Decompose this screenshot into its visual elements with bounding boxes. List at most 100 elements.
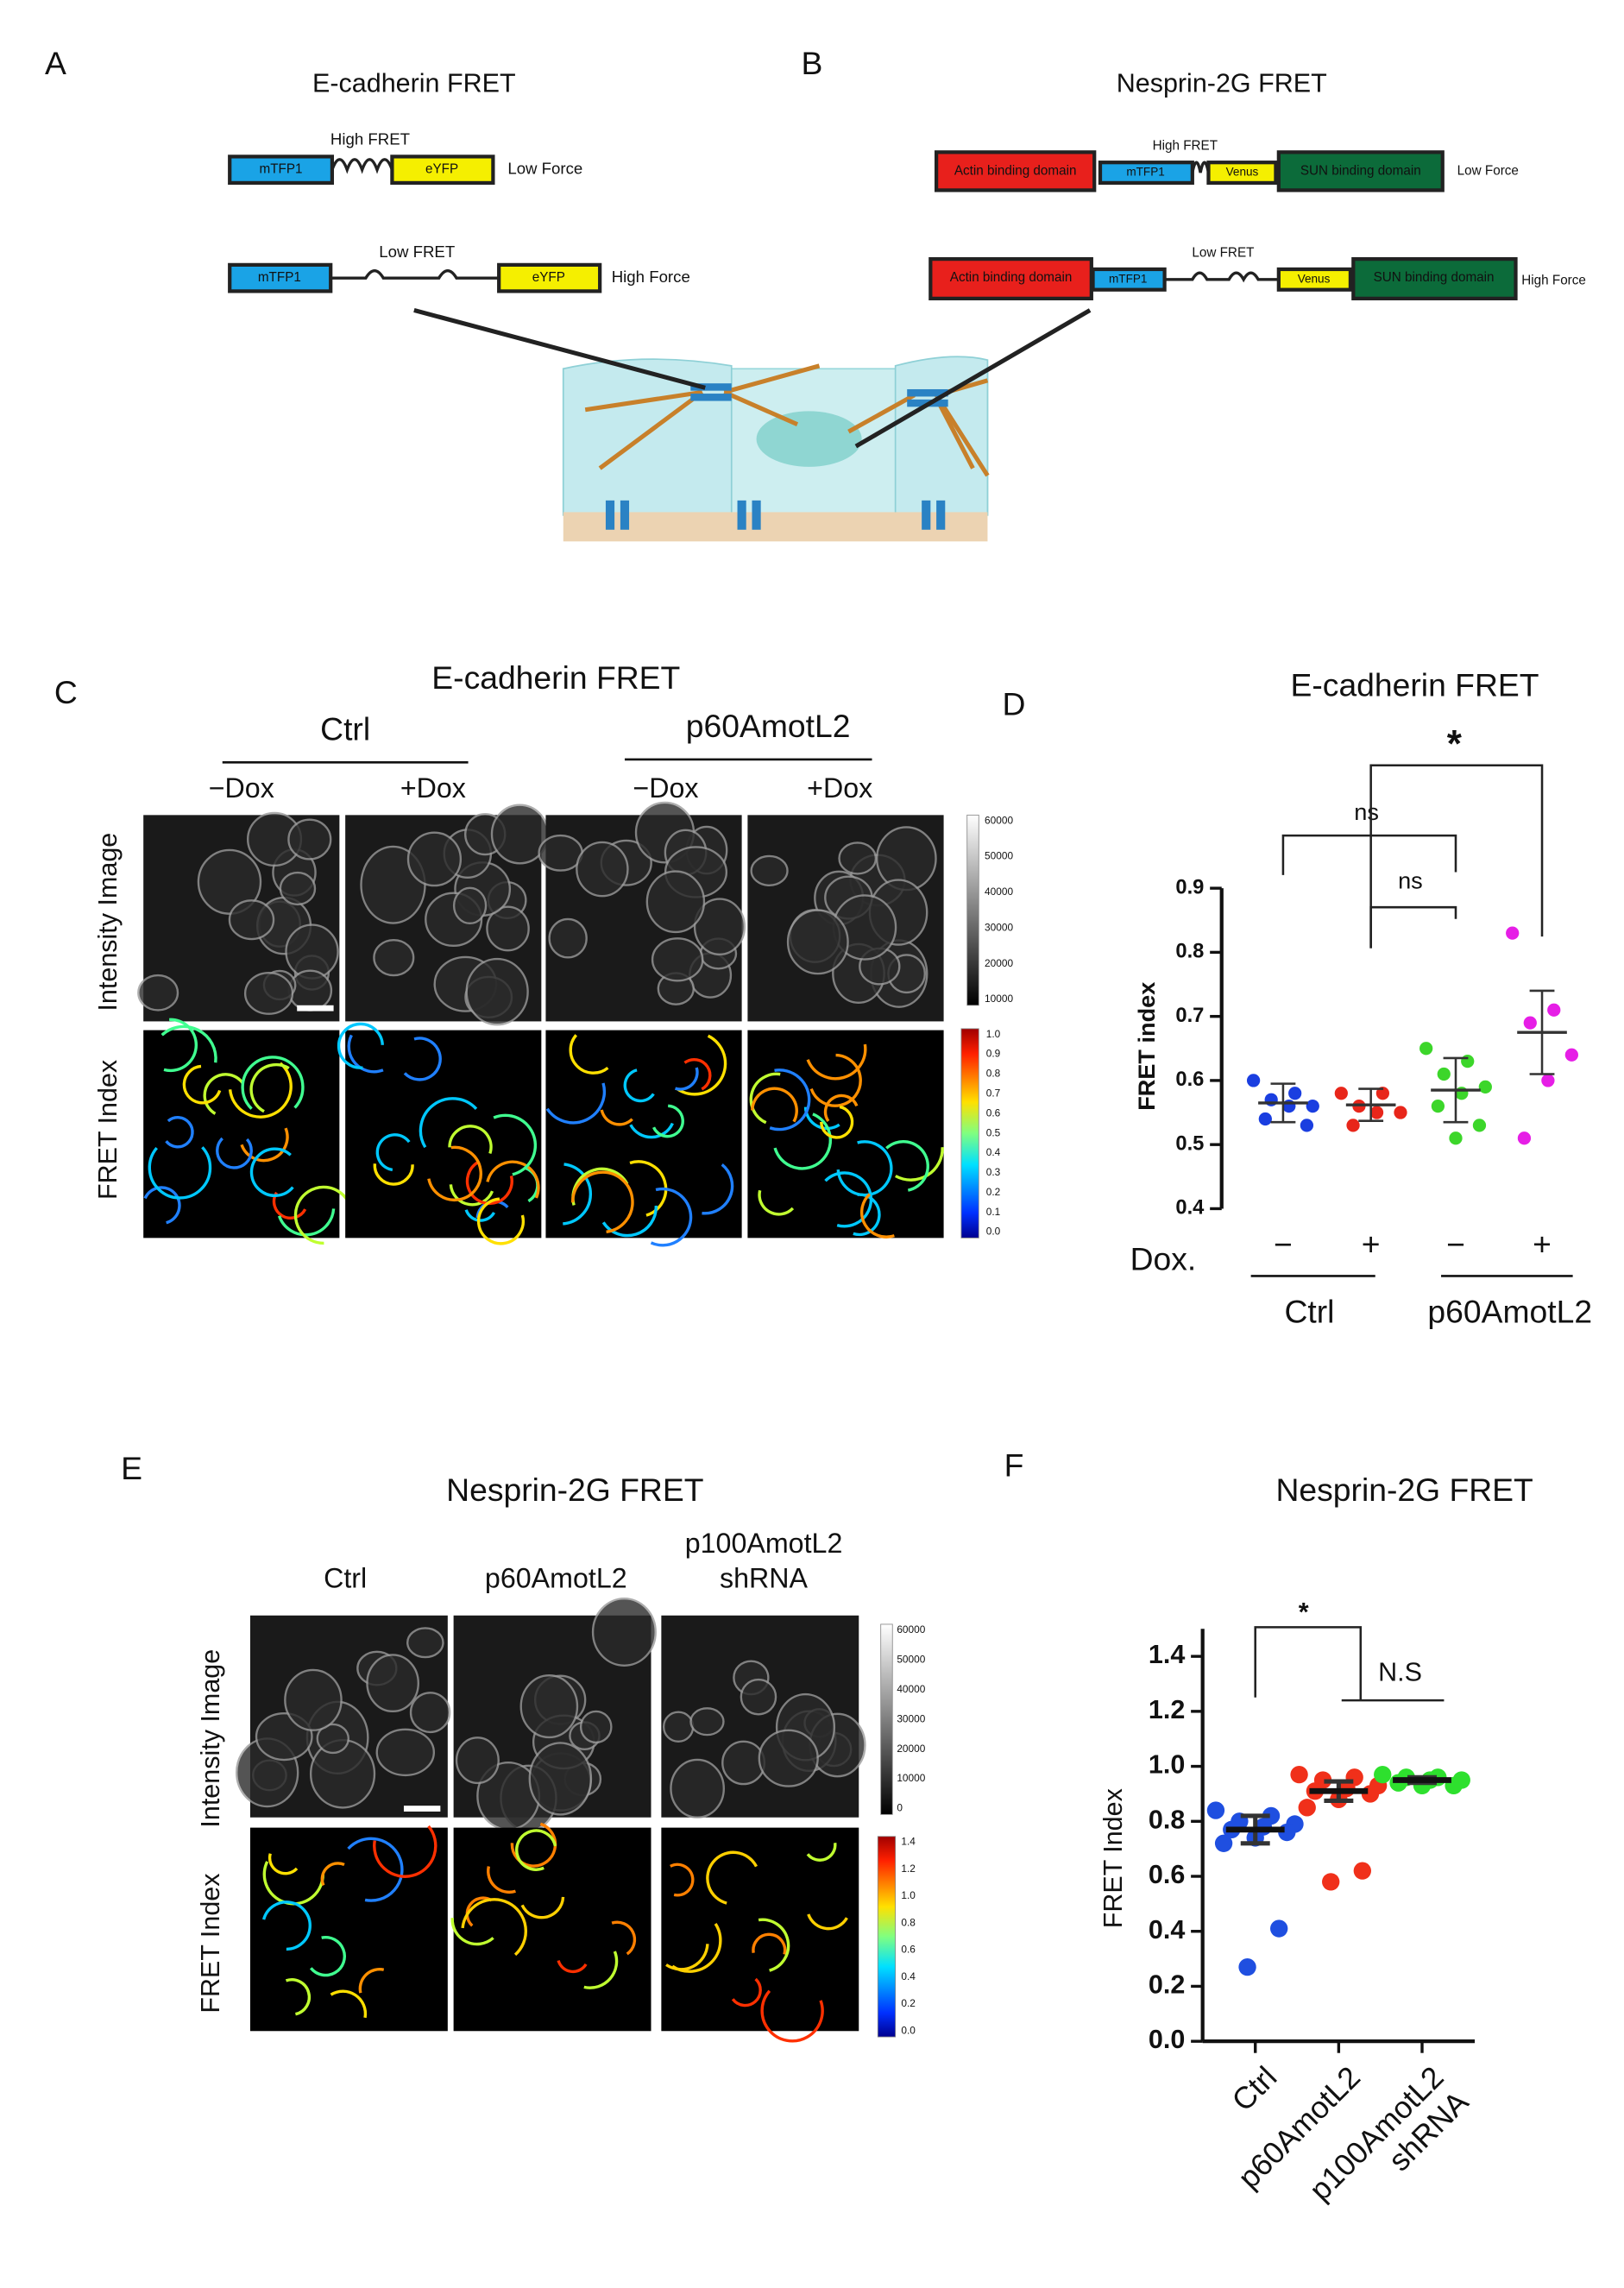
- membrane-signal: [807, 1913, 848, 1931]
- x-tick-label: +: [1533, 1226, 1552, 1262]
- membrane-signal: [272, 1191, 307, 1220]
- data-point: [1431, 1099, 1445, 1113]
- data-point: [1541, 1074, 1555, 1087]
- cell-outline: [455, 1736, 500, 1785]
- panel-title: E-cadherin FRET: [312, 68, 516, 98]
- significance-bracket: [1369, 905, 1457, 949]
- membrane-signal: [651, 1104, 684, 1138]
- data-point: [1353, 1862, 1371, 1880]
- row-label: Intensity Image: [93, 833, 123, 1012]
- force-label: High Force: [1521, 274, 1586, 288]
- linker: [330, 268, 500, 280]
- color-bar-label: 1.4: [901, 1836, 916, 1848]
- membrane-signal: [749, 1072, 781, 1125]
- cell-outline: [591, 1598, 657, 1667]
- data-point: [1523, 1016, 1537, 1030]
- color-bar-label: 10000: [985, 993, 1013, 1005]
- y-tick-label: 0.0: [1149, 2025, 1185, 2054]
- membrane-signal: [309, 1936, 346, 1977]
- cell-outline: [689, 1707, 725, 1736]
- force-label: Low Force: [1457, 163, 1519, 178]
- group-label: Ctrl: [1284, 1293, 1334, 1329]
- color-bar-label: 0.0: [901, 2024, 916, 2036]
- y-tick-label: 0.6: [1175, 1068, 1204, 1091]
- cell-outline: [786, 909, 849, 975]
- membrane-signal: [510, 1822, 557, 1868]
- membrane-signal: [249, 1147, 294, 1197]
- data-point: [1306, 1099, 1319, 1113]
- domain-box: [928, 256, 1093, 300]
- data-point: [1270, 1919, 1288, 1938]
- color-bar-label: 0.8: [901, 1916, 916, 1928]
- data-point: [1374, 1765, 1392, 1784]
- x-tick-label: Ctrl: [1225, 2059, 1283, 2117]
- membrane-signal: [487, 1866, 516, 1894]
- color-bar-label: 0.6: [901, 1944, 916, 1956]
- cell-outline: [519, 1674, 579, 1739]
- significance-bracket: [1281, 834, 1457, 875]
- y-tick-label: 1.4: [1149, 1640, 1185, 1669]
- cell-outline: [740, 1678, 777, 1716]
- color-bar: [960, 1028, 979, 1239]
- column-label: Ctrl: [324, 1563, 367, 1594]
- condition-label: −Dox: [633, 772, 698, 804]
- domain-box: [390, 154, 495, 186]
- panel-title: Nesprin-2G FRET: [446, 1472, 703, 1508]
- row-label: Intensity Image: [196, 1649, 225, 1828]
- data-point: [1547, 1003, 1561, 1017]
- membrane-signal: [427, 1145, 482, 1202]
- y-tick-label: 0.2: [1149, 1970, 1185, 1999]
- color-bar-label: 60000: [985, 814, 1013, 826]
- color-bar-label: 0.3: [986, 1166, 1001, 1178]
- fret-label: High FRET: [330, 130, 410, 148]
- significance-label: N.S: [1378, 1658, 1422, 1687]
- cell-outline: [366, 1654, 419, 1713]
- significance-label: ns: [1354, 798, 1379, 825]
- cell-outline: [137, 974, 179, 1012]
- membrane-signal: [261, 1900, 312, 1951]
- micrograph: [545, 1030, 742, 1239]
- y-axis-label: FRET index: [1133, 982, 1160, 1111]
- data-point: [1369, 1106, 1384, 1119]
- domain-label: Venus: [1298, 272, 1331, 285]
- domain-box: [1276, 150, 1445, 192]
- y-tick-label: 1.0: [1149, 1750, 1185, 1780]
- x-axis-label: Dox.: [1130, 1240, 1197, 1276]
- domain-box: [1276, 267, 1353, 292]
- membrane-signal: [403, 1037, 442, 1081]
- membrane-signal: [520, 1896, 565, 1919]
- micrograph: [453, 1827, 651, 2032]
- cell-outline: [538, 834, 583, 872]
- panel-title: Nesprin-2G FRET: [1117, 68, 1327, 98]
- membrane-signal: [758, 1918, 790, 1972]
- cell-outline: [693, 898, 746, 956]
- color-bar-label: 20000: [897, 1743, 925, 1755]
- cell-outline: [373, 938, 415, 977]
- membrane-signal: [375, 1133, 411, 1172]
- membrane-signal: [143, 1186, 181, 1225]
- data-point: [1437, 1067, 1451, 1081]
- row-label: FRET Index: [196, 1873, 225, 2013]
- membrane-signal: [450, 1918, 494, 1946]
- data-point: [1394, 1106, 1407, 1119]
- data-point: [1258, 1112, 1272, 1126]
- membrane-signal: [758, 1189, 795, 1216]
- cell-outline: [721, 1740, 766, 1786]
- micrograph: [345, 1030, 542, 1239]
- membrane-signal: [885, 1139, 929, 1192]
- membrane-signal: [601, 1205, 658, 1238]
- color-bar-label: 0.6: [986, 1106, 1001, 1119]
- membrane-signal: [465, 1161, 513, 1206]
- membrane-signal: [515, 1829, 557, 1871]
- fret-label: Low FRET: [1192, 245, 1254, 260]
- membrane-signal: [731, 1977, 762, 2008]
- cell-outline: [576, 841, 629, 898]
- membrane-signal: [670, 1863, 695, 1897]
- membrane-signal: [674, 1067, 699, 1091]
- membrane-signal: [228, 1062, 293, 1119]
- color-bar-label: 40000: [897, 1683, 925, 1695]
- group-label: p60AmotL2: [1427, 1293, 1592, 1329]
- color-bar-label: 1.0: [901, 1889, 916, 1901]
- membrane-signal: [465, 1896, 493, 1927]
